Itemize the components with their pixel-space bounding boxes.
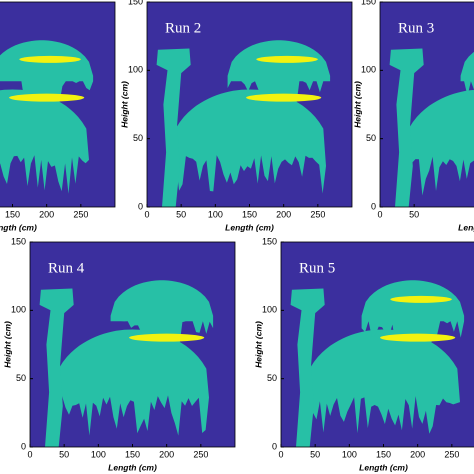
plot-area xyxy=(0,2,115,207)
y-tick-label: 150 xyxy=(128,0,143,6)
x-axis-label: Length (cm) xyxy=(458,222,474,232)
x-tick-label: 100 xyxy=(342,449,357,459)
y-tick-label: 50 xyxy=(366,133,376,143)
x-tick-label: 250 xyxy=(193,449,208,459)
x-tick-label: 150 xyxy=(376,449,391,459)
x-tick-label: 0 xyxy=(377,209,382,219)
x-tick-label: 50 xyxy=(176,209,186,219)
y-tick-label: 100 xyxy=(11,305,26,315)
x-tick-label: 200 xyxy=(39,209,54,219)
y-tick-label: 0 xyxy=(371,201,376,211)
y-tick-label: 100 xyxy=(361,65,376,75)
x-tick-label: 250 xyxy=(73,209,88,219)
y-tick-label: 0 xyxy=(272,441,277,451)
x-tick-label: 50 xyxy=(409,209,419,219)
deposit xyxy=(0,89,89,194)
y-tick-label: 150 xyxy=(361,0,376,6)
hot-zone xyxy=(256,55,318,63)
x-tick-label: 150 xyxy=(242,209,257,219)
x-axis-label: Length (cm) xyxy=(0,222,37,232)
x-tick-label: 250 xyxy=(444,449,459,459)
hot-zone xyxy=(19,55,81,63)
hot-zone xyxy=(380,333,456,342)
panel-title: Run 4 xyxy=(48,260,85,276)
y-tick-label: 0 xyxy=(21,441,26,451)
deposit xyxy=(389,48,424,207)
x-axis-label: Length (cm) xyxy=(225,222,274,232)
x-tick-label: 0 xyxy=(278,449,283,459)
x-axis-label: Length (cm) xyxy=(359,462,408,472)
deposit xyxy=(290,288,325,447)
y-tick-label: 0 xyxy=(138,201,143,211)
x-tick-label: 200 xyxy=(276,209,291,219)
deposit xyxy=(301,329,460,434)
hot-zone xyxy=(9,93,85,102)
deposit xyxy=(50,329,209,436)
y-axis-label: Height (cm) xyxy=(352,81,362,128)
hot-zone xyxy=(390,295,452,303)
panel-title: Run 3 xyxy=(398,20,434,36)
y-axis-label: Height (cm) xyxy=(253,321,263,368)
y-tick-label: 150 xyxy=(262,236,277,246)
deposit xyxy=(400,89,474,196)
x-tick-label: 50 xyxy=(59,449,69,459)
deposit xyxy=(460,51,474,96)
y-axis-label: Height (cm) xyxy=(119,81,129,128)
x-tick-label: 200 xyxy=(159,449,174,459)
deposit xyxy=(39,288,74,447)
plot-area xyxy=(380,2,474,207)
panel-title: Run 5 xyxy=(299,260,335,276)
y-tick-label: 50 xyxy=(133,133,143,143)
deposit xyxy=(167,89,326,194)
y-tick-label: 150 xyxy=(11,236,26,246)
hot-zone xyxy=(129,333,205,342)
x-tick-label: 150 xyxy=(5,209,20,219)
x-tick-label: 200 xyxy=(410,449,425,459)
panel-title: Run 2 xyxy=(165,20,201,36)
plot-area xyxy=(281,242,474,447)
x-axis-label: Length (cm) xyxy=(108,462,157,472)
x-tick-label: 250 xyxy=(310,209,325,219)
x-tick-label: 0 xyxy=(144,209,149,219)
x-tick-label: 100 xyxy=(208,209,223,219)
y-tick-label: 50 xyxy=(16,373,26,383)
deposit xyxy=(156,48,191,207)
plot-area xyxy=(147,2,352,207)
hot-zone xyxy=(246,93,322,102)
y-tick-label: 50 xyxy=(267,373,277,383)
x-tick-label: 50 xyxy=(310,449,320,459)
y-axis-label: Height (cm) xyxy=(2,321,12,368)
y-tick-label: 100 xyxy=(128,65,143,75)
deposit xyxy=(110,280,214,349)
plot-area xyxy=(30,242,235,447)
x-tick-label: 150 xyxy=(125,449,140,459)
y-tick-label: 100 xyxy=(262,305,277,315)
x-tick-label: 0 xyxy=(27,449,32,459)
frame xyxy=(379,1,474,208)
x-tick-label: 100 xyxy=(91,449,106,459)
